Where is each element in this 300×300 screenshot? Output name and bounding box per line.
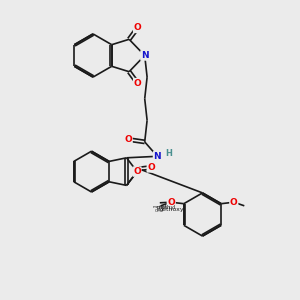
Text: methyl
OMe: methyl OMe [152,205,167,213]
Text: methoxy: methoxy [157,207,184,212]
Text: O: O [230,198,238,207]
Text: methyl: methyl [156,205,176,210]
Text: O: O [147,163,155,172]
Text: N: N [154,152,161,161]
Text: O: O [124,135,132,144]
Text: O: O [134,23,141,32]
Text: H: H [165,149,172,158]
Text: O: O [167,198,175,207]
Text: N: N [141,51,148,60]
Text: O: O [133,167,141,176]
Text: O: O [134,79,141,88]
